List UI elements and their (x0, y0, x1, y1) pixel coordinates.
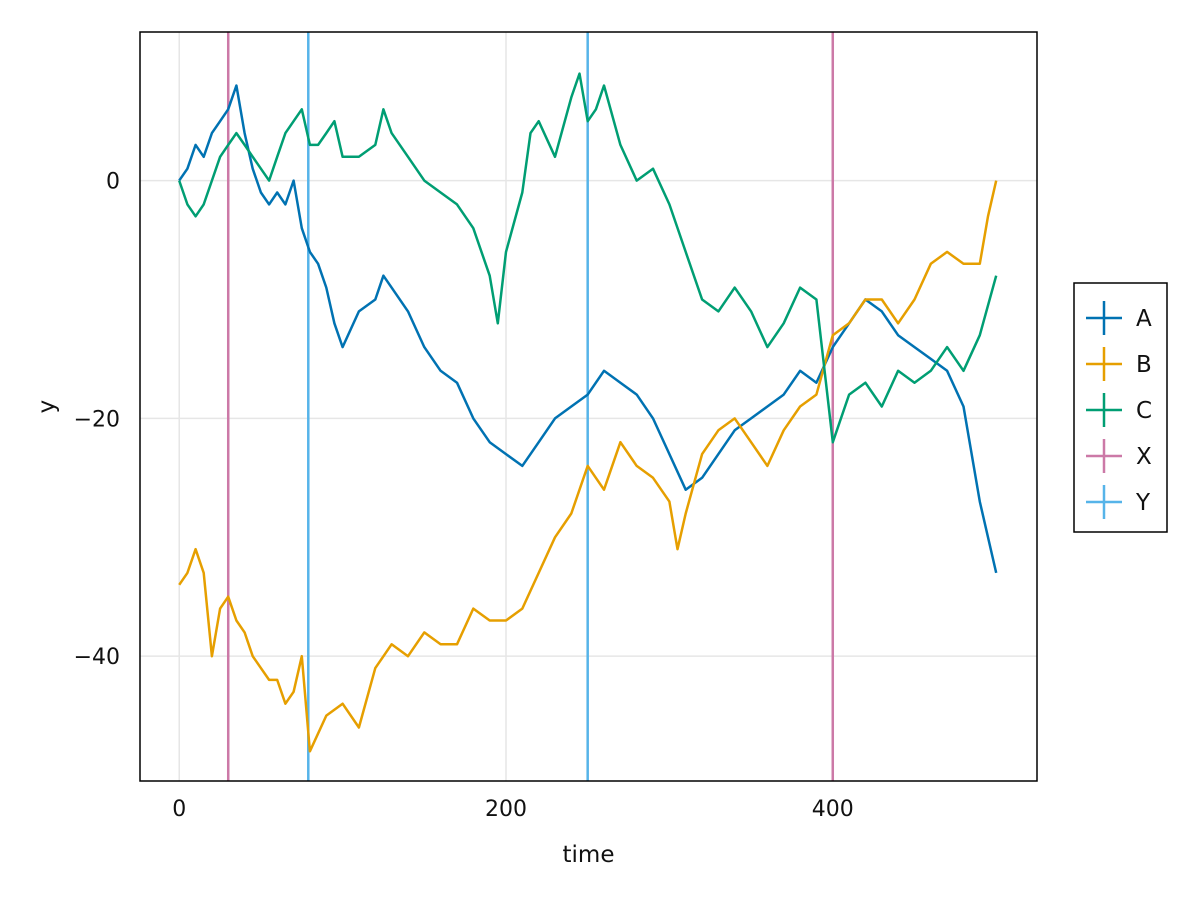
legend-label: Y (1135, 490, 1151, 516)
legend-item-y: Y (1086, 485, 1151, 519)
series-line-b (178, 180, 998, 753)
legend-item-a: A (1086, 301, 1152, 335)
legend-label: X (1136, 444, 1152, 470)
y-tick-label: −40 (74, 645, 120, 670)
legend-item-c: C (1086, 393, 1152, 427)
ticks: 0 200 400 0 −20 −40 (74, 170, 854, 822)
series-lines (178, 72, 998, 753)
y-tick-label: 0 (106, 170, 120, 195)
x-tick-label: 200 (485, 797, 527, 822)
x-tick-label: 0 (172, 797, 186, 822)
y-tick-label: −20 (74, 407, 120, 432)
legend-label: B (1136, 352, 1152, 378)
legend-item-x: X (1086, 439, 1152, 473)
legend-box (1073, 282, 1168, 533)
plot-frame (139, 31, 1038, 782)
legend-label: A (1136, 306, 1152, 332)
y-axis-label: y (34, 400, 60, 414)
series-line-a (178, 84, 998, 574)
x-axis-label: time (563, 842, 615, 868)
legend-item-b: B (1086, 347, 1152, 381)
reference-lines (226, 32, 835, 781)
legend-label: C (1136, 398, 1152, 424)
series-line-c (178, 72, 998, 444)
x-tick-label: 400 (812, 797, 854, 822)
